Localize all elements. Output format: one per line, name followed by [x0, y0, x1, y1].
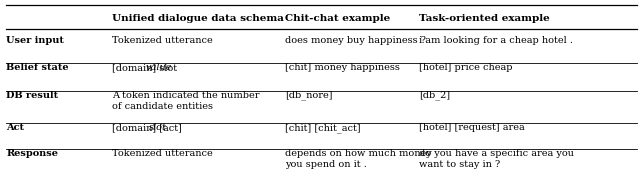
Text: Unified dialogue data schema: Unified dialogue data schema	[112, 14, 284, 24]
Text: [hotel] price cheap: [hotel] price cheap	[419, 63, 513, 72]
Text: User input: User input	[6, 36, 64, 45]
Text: depends on how much money
you spend on it .: depends on how much money you spend on i…	[285, 149, 431, 169]
Text: does money buy happiness ?: does money buy happiness ?	[285, 36, 426, 45]
Text: value: value	[146, 63, 173, 72]
Text: [domain] slot: [domain] slot	[112, 63, 180, 72]
Text: Belief state: Belief state	[6, 63, 69, 72]
Text: DB result: DB result	[6, 90, 58, 100]
Text: Tokenized utterance: Tokenized utterance	[112, 36, 212, 45]
Text: [hotel] [request] area: [hotel] [request] area	[419, 123, 525, 132]
Text: [chit] [chit_act]: [chit] [chit_act]	[285, 123, 360, 133]
Text: do you have a specific area you
want to stay in ?: do you have a specific area you want to …	[419, 149, 574, 169]
Text: Tokenized utterance: Tokenized utterance	[112, 149, 212, 158]
Text: [db_2]: [db_2]	[419, 90, 451, 100]
Text: Task-oriented example: Task-oriented example	[419, 14, 550, 24]
Text: A token indicated the number
of candidate entities: A token indicated the number of candidat…	[112, 90, 259, 111]
Text: slot: slot	[148, 123, 166, 132]
Text: Response: Response	[6, 149, 58, 158]
Text: Act: Act	[6, 123, 24, 132]
Text: i am looking for a cheap hotel .: i am looking for a cheap hotel .	[419, 36, 573, 45]
Text: [chit] money happiness: [chit] money happiness	[285, 63, 399, 72]
Text: Chit-chat example: Chit-chat example	[285, 14, 390, 24]
Text: [domain] [act]: [domain] [act]	[112, 123, 185, 132]
Text: [db_nore]: [db_nore]	[285, 90, 332, 100]
